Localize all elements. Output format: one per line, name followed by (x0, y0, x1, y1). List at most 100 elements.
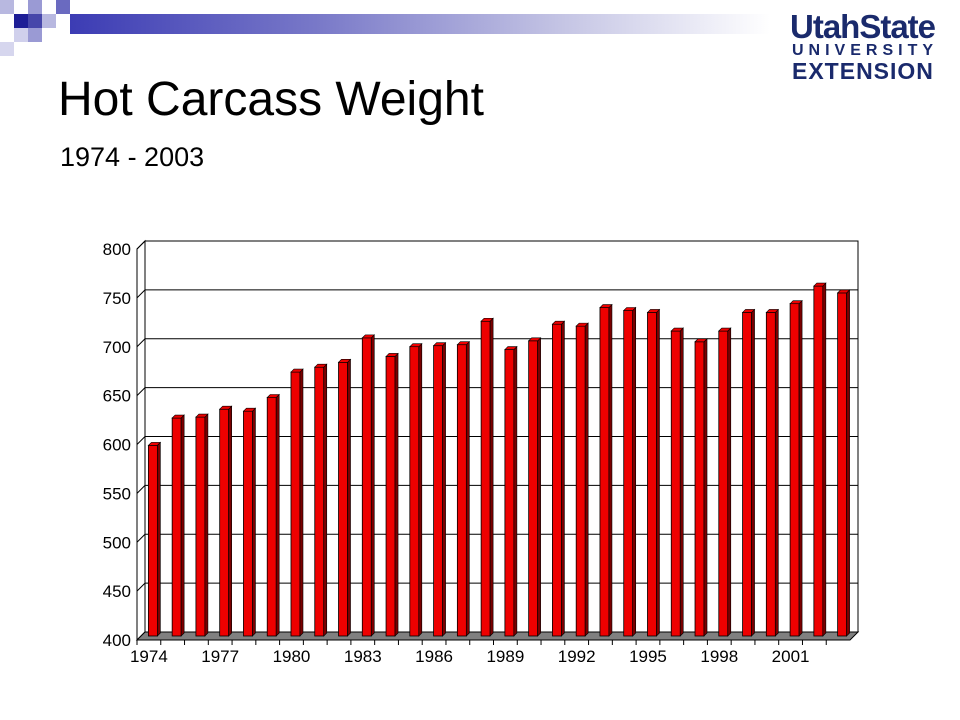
bar (718, 330, 729, 637)
slide-title: Hot Carcass Weight (58, 73, 484, 126)
bar (290, 371, 301, 637)
bar (147, 444, 158, 637)
bar-top (456, 341, 471, 346)
bar-side (608, 303, 613, 637)
bar-side (679, 327, 684, 637)
bar-top (622, 307, 637, 311)
bar (361, 337, 372, 637)
bar (195, 416, 206, 637)
y-tick-label: 450 (103, 582, 131, 601)
bar (694, 341, 705, 637)
bar (385, 356, 396, 637)
x-tick-label: 1977 (201, 647, 239, 666)
gridline-side (136, 485, 146, 494)
bar (433, 345, 443, 637)
bar-top (646, 309, 661, 313)
bar-side (846, 289, 850, 637)
y-tick-label: 750 (103, 289, 131, 308)
logo-line-1: UtahState (790, 8, 936, 45)
bar-top (836, 289, 851, 294)
x-tick-label: 1983 (344, 647, 382, 666)
bar-top (527, 337, 542, 342)
logo-line-3: EXTENSION (792, 58, 934, 84)
x-tick-label: 2001 (772, 647, 810, 666)
bar-top (147, 442, 162, 446)
utah-state-extension-logo: UtahState UNIVERSITY EXTENSION (780, 8, 950, 84)
x-tick-label: 1998 (700, 647, 738, 666)
bar (765, 312, 776, 637)
bar (813, 285, 824, 637)
bar (456, 344, 467, 637)
bar-top (789, 300, 803, 304)
bar-top (218, 405, 233, 410)
gridline-side (136, 436, 146, 445)
slide-subtitle: 1974 - 2003 (60, 142, 205, 172)
corner-squares-decoration (0, 0, 80, 60)
bar (219, 408, 230, 637)
y-tick-label: 600 (103, 436, 131, 455)
bar-top (741, 309, 756, 313)
bar-side (394, 352, 399, 637)
bar-side (418, 342, 423, 637)
bar-top (385, 353, 399, 357)
bar-side (751, 308, 755, 637)
bar (528, 340, 539, 637)
header-gradient-band (70, 14, 770, 34)
bar-top (670, 327, 684, 332)
logo-line-2: UNIVERSITY (792, 42, 939, 59)
bar-side (727, 327, 732, 637)
gridline-side (136, 338, 146, 348)
bar-top (504, 346, 518, 350)
bar (837, 292, 848, 637)
bar-side (537, 337, 541, 637)
bar-side (204, 413, 209, 637)
bar-top (551, 320, 566, 325)
bar-top (409, 343, 423, 347)
bar-side (228, 405, 232, 637)
bar-top (765, 309, 780, 313)
bar (647, 312, 657, 637)
bar-side (180, 414, 185, 637)
bar-top (718, 327, 732, 332)
bar (552, 323, 562, 637)
bar (742, 312, 752, 637)
bar-side (252, 407, 256, 637)
bar (480, 320, 491, 637)
bar-top (242, 407, 257, 412)
bar-top (575, 322, 589, 327)
bar (599, 307, 610, 637)
bar-side (466, 340, 470, 637)
bar-top (361, 334, 376, 339)
bar-top (432, 342, 447, 346)
x-tick-label: 1989 (486, 647, 524, 666)
y-tick-label: 700 (103, 338, 131, 357)
bar-side (656, 308, 660, 637)
gridline-side (136, 289, 146, 299)
bar-side (561, 320, 565, 637)
bar-top (599, 304, 613, 308)
bar (243, 410, 253, 637)
bar (171, 417, 182, 637)
y-tick-label: 400 (103, 631, 131, 650)
bar (575, 325, 586, 637)
y-tick-label: 500 (103, 533, 131, 552)
bar (338, 361, 348, 637)
bar-side (323, 363, 328, 637)
bar (409, 346, 420, 637)
bar-side (798, 299, 803, 637)
bar-top (480, 317, 494, 322)
bar (789, 303, 800, 637)
bar-side (347, 358, 351, 637)
y-tick-label: 800 (103, 240, 131, 259)
bar-top (266, 394, 280, 398)
y-tick-label: 650 (103, 387, 131, 406)
x-tick-label: 1995 (629, 647, 667, 666)
bar-side (513, 345, 518, 637)
bar-side (442, 341, 446, 637)
bar-side (370, 334, 375, 637)
bar-top (171, 414, 185, 419)
bar (314, 366, 325, 637)
bar-top (813, 282, 827, 287)
x-tick-label: 1992 (558, 647, 596, 666)
bar-side (775, 308, 779, 637)
